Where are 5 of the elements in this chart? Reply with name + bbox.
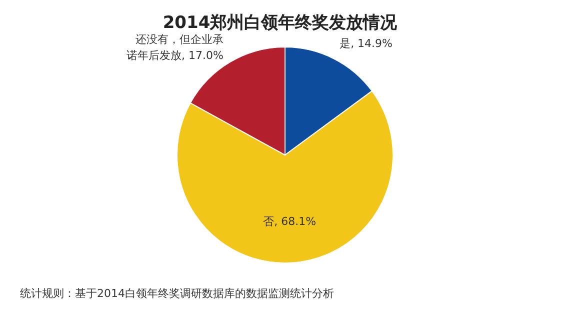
slice-label: 还没有，但企业承诺年后发放, 17.0%: [126, 32, 224, 62]
text: 统计规则：基于2014白领年终奖调研数据库的数据监测统计分析: [20, 287, 334, 300]
chart-title: 2014郑州白领年终奖发放情况: [162, 13, 398, 33]
slice-label: 是, 14.9%: [340, 37, 393, 50]
slice-label: 否, 68.1%: [263, 215, 316, 228]
